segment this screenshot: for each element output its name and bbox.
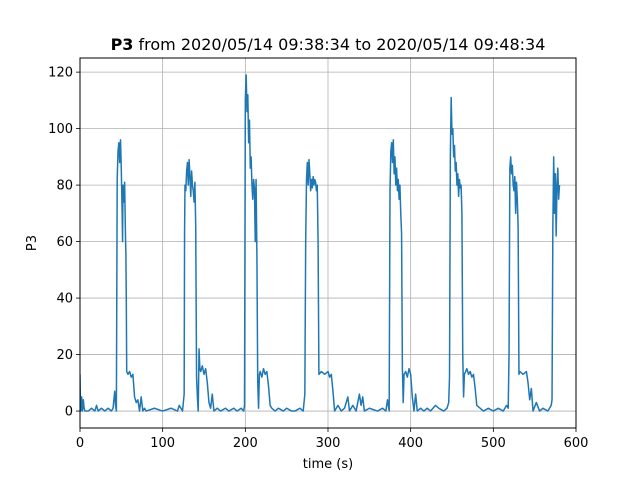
x-tick-label: 200 <box>233 436 258 451</box>
y-tick-label: 40 <box>56 292 73 307</box>
y-tick-label: 100 <box>48 122 73 137</box>
chart-title-rest: from 2020/05/14 09:38:34 to 2020/05/14 0… <box>133 35 545 54</box>
chart-title-bold: P3 <box>111 35 134 54</box>
x-axis-label: time (s) <box>303 457 353 472</box>
x-tick-label: 600 <box>564 436 589 451</box>
x-tick-label: 400 <box>398 436 423 451</box>
series-line <box>80 74 561 412</box>
x-tick-label: 0 <box>76 436 84 451</box>
x-axis: 0 100 200 300 400 500 600 <box>76 428 589 451</box>
x-tick-label: 300 <box>316 436 341 451</box>
y-tick-label: 120 <box>48 66 73 81</box>
y-tick-label: 0 <box>65 405 73 420</box>
plot-area <box>80 74 561 412</box>
chart-title: P3 from 2020/05/14 09:38:34 to 2020/05/1… <box>111 35 546 54</box>
x-tick-label: 100 <box>150 436 175 451</box>
y-axis: 0 20 40 60 80 100 120 <box>48 66 80 420</box>
y-axis-label: P3 <box>25 235 40 251</box>
y-tick-label: 60 <box>56 235 73 250</box>
y-tick-label: 20 <box>56 348 73 363</box>
x-tick-label: 500 <box>481 436 506 451</box>
y-tick-label: 80 <box>56 179 73 194</box>
